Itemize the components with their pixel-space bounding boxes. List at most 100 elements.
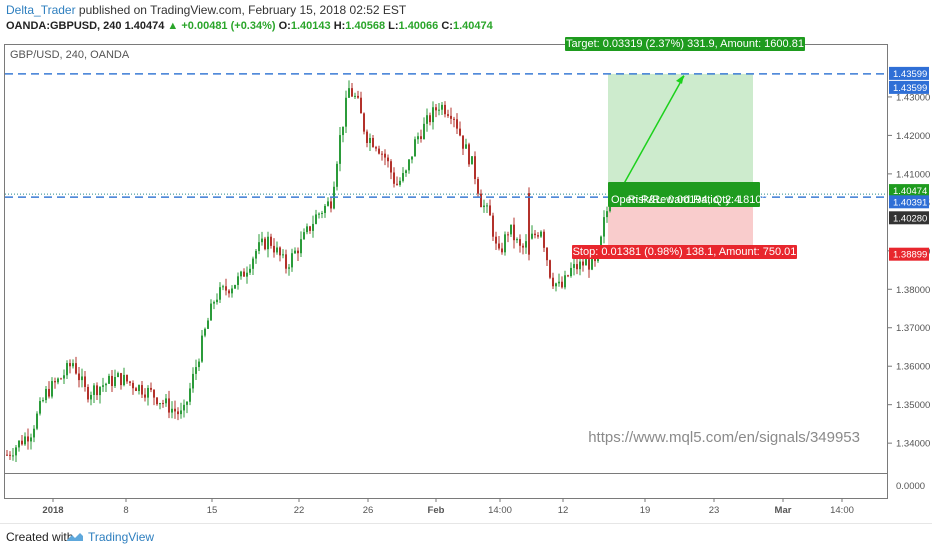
current-price-label: 1.40474 <box>889 184 929 198</box>
tradingview-link[interactable]: TradingView <box>88 530 155 544</box>
candle <box>243 268 245 277</box>
arrow-head-icon <box>676 74 684 84</box>
time-tick-label: 12 <box>558 505 569 516</box>
candle <box>174 400 176 419</box>
risk-reward-text: Risk/Reward Ratio: 2.4 <box>628 194 741 206</box>
candle <box>282 249 284 259</box>
candle <box>468 142 470 167</box>
svg-text:1.40391: 1.40391 <box>893 197 927 208</box>
position-zones <box>608 73 753 255</box>
candle <box>567 274 569 278</box>
candle <box>18 440 20 452</box>
candle <box>210 299 212 321</box>
candle <box>57 377 59 385</box>
candle <box>285 249 287 274</box>
candle <box>132 380 134 395</box>
candle <box>345 90 347 134</box>
candle <box>351 82 353 98</box>
candle <box>120 372 122 390</box>
candle <box>471 156 473 165</box>
candle <box>36 411 38 431</box>
candle <box>162 399 164 408</box>
candle <box>78 367 80 388</box>
candle <box>75 356 77 375</box>
candle <box>267 231 269 258</box>
target-label-text: Target: 0.03319 (2.37%) 331.9, Amount: 1… <box>566 38 804 50</box>
spike-candle <box>528 187 530 261</box>
candle <box>168 390 170 419</box>
candle <box>33 425 35 443</box>
candle <box>150 382 152 393</box>
candle <box>456 113 458 134</box>
candle <box>537 232 539 239</box>
time-tick-label: Feb <box>428 505 445 516</box>
price-axis: 1.430001.420001.410001.390001.380001.370… <box>888 66 930 492</box>
candle <box>357 90 359 99</box>
time-tick-label: 15 <box>207 505 218 516</box>
price-tick-label: 1.43000 <box>896 92 930 103</box>
symbol-info: OANDA:GBPUSD, 240 1.40474 ▲ +0.00481 (+0… <box>6 20 493 32</box>
open-pl-label[interactable]: Open P&L: 0.00194, Qty: 18102 <box>608 182 768 207</box>
price-tick-label: 1.42000 <box>896 131 930 142</box>
dark-price-label: 1.40280 <box>889 211 929 225</box>
candle <box>504 231 506 256</box>
candle <box>258 234 260 255</box>
stop-label-text: Stop: 0.01381 (0.98%) 138.1, Amount: 750… <box>573 246 797 258</box>
author-link[interactable]: Delta_Trader <box>6 3 76 17</box>
time-tick-label: 14:00 <box>488 505 512 516</box>
candle <box>30 433 32 450</box>
candle <box>225 278 227 296</box>
candle <box>441 101 443 116</box>
price-tick-label: 1.37000 <box>896 323 930 334</box>
candle <box>102 377 104 392</box>
open-label: O: <box>278 20 291 32</box>
candle <box>393 167 395 188</box>
svg-text:1.43599: 1.43599 <box>893 83 927 94</box>
projection-line <box>616 75 685 197</box>
candle <box>6 449 8 456</box>
stop-price-label: 1.38899 <box>889 247 929 261</box>
price-chart[interactable]: Target: 0.03319 (2.37%) 331.9, Amount: 1… <box>0 0 932 522</box>
symbol-label: OANDA:GBPUSD, 240 <box>6 20 122 32</box>
candle <box>339 126 341 172</box>
stop-label[interactable]: Stop: 0.01381 (0.98%) 138.1, Amount: 750… <box>572 245 797 259</box>
candle <box>381 151 383 161</box>
candle <box>270 233 272 249</box>
candle <box>507 231 509 243</box>
candle <box>192 367 194 393</box>
candle <box>396 176 398 186</box>
candle <box>261 231 263 246</box>
time-tick-label: 23 <box>709 505 720 516</box>
candle <box>138 384 140 395</box>
candle <box>9 451 11 461</box>
candle <box>369 133 371 151</box>
candle <box>72 359 74 369</box>
candle <box>522 243 524 255</box>
candle <box>420 129 422 143</box>
candle <box>552 272 554 290</box>
candle <box>411 156 413 164</box>
svg-text:1.38899: 1.38899 <box>893 250 927 261</box>
candle <box>408 158 410 174</box>
target-zone <box>608 73 753 198</box>
time-tick-label: Mar <box>775 505 792 516</box>
candle <box>555 282 557 292</box>
candle <box>531 225 533 240</box>
svg-text:1.43599: 1.43599 <box>893 69 927 80</box>
candle <box>495 231 497 251</box>
candle <box>390 159 392 180</box>
publish-info: Delta_Trader published on TradingView.co… <box>6 3 406 17</box>
candle <box>414 136 416 157</box>
close-label: C: <box>441 20 453 32</box>
candle <box>312 215 314 238</box>
target-label[interactable]: Target: 0.03319 (2.37%) 331.9, Amount: 1… <box>565 37 805 51</box>
candle <box>54 377 56 389</box>
candle <box>525 234 527 254</box>
candle <box>489 199 491 216</box>
candle <box>144 388 146 402</box>
candle <box>342 126 344 143</box>
candle <box>363 112 365 135</box>
candle <box>318 212 320 219</box>
candle <box>126 374 128 384</box>
candle <box>378 145 380 155</box>
